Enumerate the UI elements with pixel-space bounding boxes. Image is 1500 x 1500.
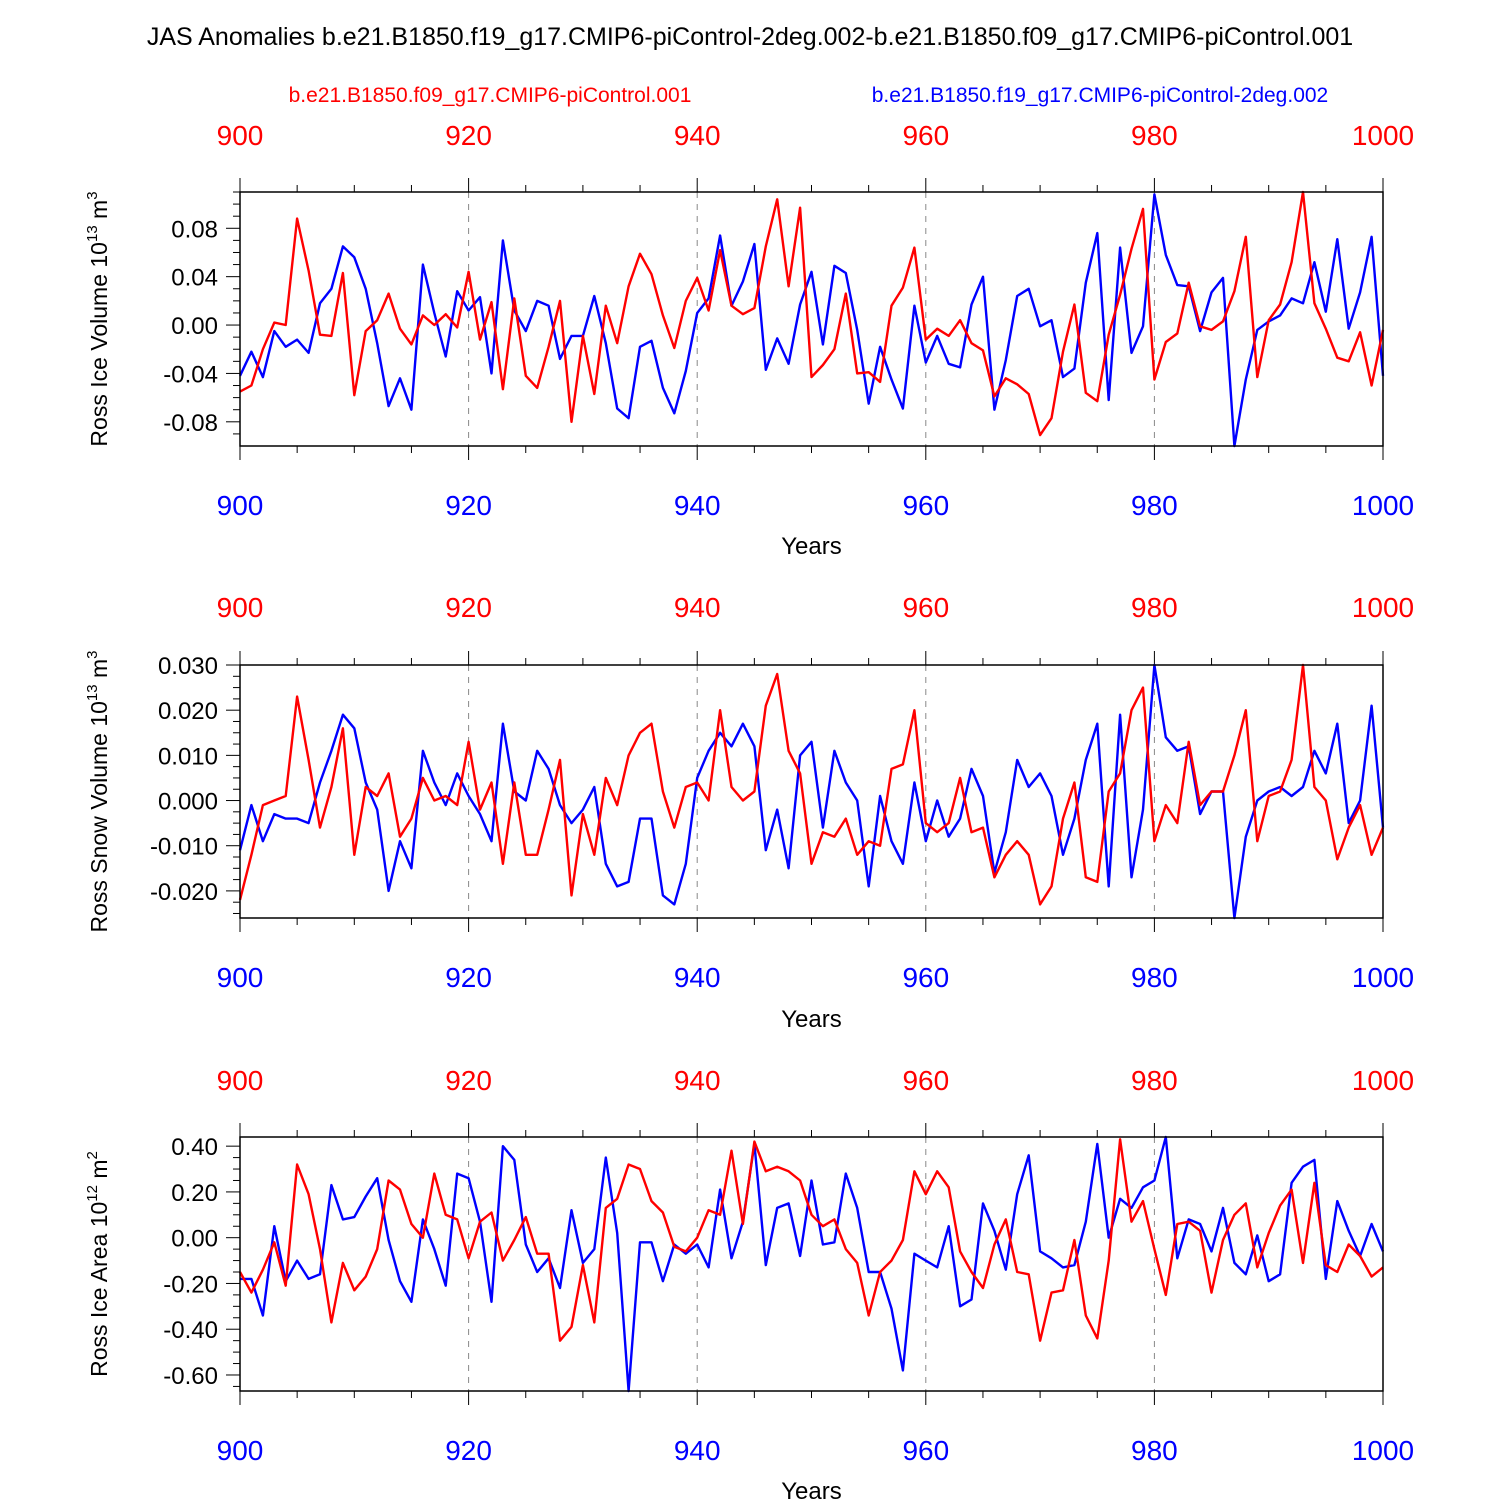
x-tick-label-top: 900 [217,120,264,151]
x-tick-label-top: 1000 [1352,120,1414,151]
y-axis-label: Ross Snow Volume 1013 m3 [84,651,112,933]
y-tick-label: -0.04 [163,361,218,388]
y-tick-label: 0.20 [171,1180,218,1207]
legend-series1-label: b.e21.B1850.f09_g17.CMIP6-piControl.001 [289,84,692,107]
x-tick-label-bottom: 900 [217,962,264,993]
plot-frame [239,664,1384,919]
x-tick-label-bottom: 980 [1131,490,1178,521]
x-axis-label: Years [781,533,842,560]
y-tick-label: -0.020 [150,879,218,906]
chart-panel-2: -0.020 -0.010 0.000 0.010 0.020 0.030 900 900 92… [84,592,1414,1033]
x-tick-label-bottom: 940 [674,962,721,993]
y-axis-label-main: Ross Ice Volume 10 [86,242,112,447]
x-tick-label-bottom: 940 [674,1435,721,1466]
y-axis-label: Ross Ice Volume 1013 m3 [84,191,112,446]
x-tick-label-bottom: 920 [445,1435,492,1466]
x-tick-label-bottom: 900 [217,1435,264,1466]
x-tick-label-top: 980 [1131,120,1178,151]
y-axis-label-exp: 12 [84,1185,101,1202]
y-tick-label: -0.08 [163,410,218,437]
x-tick-label-top: 920 [445,1065,492,1096]
x-tick-label-top: 980 [1131,592,1178,623]
x-tick-label-top: 960 [902,592,949,623]
x-tick-label-top: 900 [217,1065,264,1096]
figure-title: JAS Anomalies b.e21.B1850.f19_g17.CMIP6-… [147,23,1353,51]
x-tick-label-top: 960 [902,120,949,151]
x-tick-label-top: 900 [217,592,264,623]
chart-panel-3: -0.60 -0.40 -0.20 0.00 0.20 0.40 900 900 920 920 9… [84,1065,1414,1500]
y-tick-label: 0.40 [171,1134,218,1161]
y-axis-label-unit: m [86,200,112,226]
y-tick-label: 0.00 [171,1226,218,1253]
series-line-piControl-2deg-002 [240,1135,1385,1393]
x-tick-label-top: 920 [445,120,492,151]
x-tick-label-top: 940 [674,592,721,623]
x-axis-label: Years [781,1006,842,1033]
x-tick-label-bottom: 960 [902,1435,949,1466]
x-tick-label-top: 980 [1131,1065,1178,1096]
series-line-piControl-001 [238,1138,1384,1342]
x-tick-label-bottom: 980 [1131,962,1178,993]
y-axis-label-unit-exp: 3 [84,651,101,659]
y-axis-label: Ross Ice Area 1012 m2 [84,1151,112,1377]
series-line-piControl-001 [239,190,1385,437]
series-line-piControl-001 [238,663,1385,906]
plot-frame [239,191,1384,447]
x-tick-label-bottom: 980 [1131,1435,1178,1466]
y-axis-label-main: Ross Snow Volume 10 [86,701,112,932]
y-tick-label: 0.010 [158,743,218,770]
x-tick-label-top: 920 [445,592,492,623]
legend-series2-label: b.e21.B1850.f19_g17.CMIP6-piControl-2deg… [872,84,1328,107]
y-tick-label: -0.40 [163,1317,218,1344]
x-tick-label-top: 1000 [1352,592,1414,623]
x-tick-label-top: 1000 [1352,1065,1414,1096]
y-tick-label: 0.08 [171,216,218,243]
y-axis-label-unit-exp: 2 [84,1151,101,1159]
x-tick-label-top: 940 [674,120,721,151]
y-tick-label: 0.000 [158,789,218,816]
y-axis-label-unit: m [86,659,112,685]
chart-panel-1: -0.08 -0.04 0.00 0.04 0.08 900 900 920 920 940 940… [84,120,1414,560]
y-tick-label: 0.020 [158,698,218,725]
x-tick-label-bottom: 960 [902,962,949,993]
x-tick-label-bottom: 1000 [1352,1435,1414,1466]
y-tick-label: 0.00 [171,313,218,340]
y-tick-label: -0.60 [163,1363,218,1390]
y-tick-label: 0.030 [158,653,218,680]
y-axis-label-unit-exp: 3 [84,191,101,199]
y-axis-label-exp: 13 [84,684,101,701]
x-tick-label-bottom: 960 [902,490,949,521]
y-tick-label: 0.04 [171,265,218,292]
y-axis-label-main: Ross Ice Area 10 [86,1202,112,1377]
y-tick-label: -0.010 [150,834,218,861]
x-tick-label-bottom: 1000 [1352,962,1414,993]
x-tick-label-bottom: 900 [217,490,264,521]
x-tick-label-bottom: 940 [674,490,721,521]
y-axis-label-unit: m [86,1159,112,1185]
panels: -0.08 -0.04 0.00 0.04 0.08 900 900 920 920 940 940… [84,120,1414,1500]
plot-frame [239,1136,1384,1392]
x-tick-label-bottom: 920 [445,962,492,993]
y-tick-label: -0.20 [163,1271,218,1298]
y-axis-label-exp: 13 [84,225,101,242]
x-tick-label-top: 960 [902,1065,949,1096]
x-axis-label: Years [781,1478,842,1500]
x-tick-label-bottom: 920 [445,490,492,521]
x-tick-label-bottom: 1000 [1352,490,1414,521]
x-tick-label-top: 940 [674,1065,721,1096]
